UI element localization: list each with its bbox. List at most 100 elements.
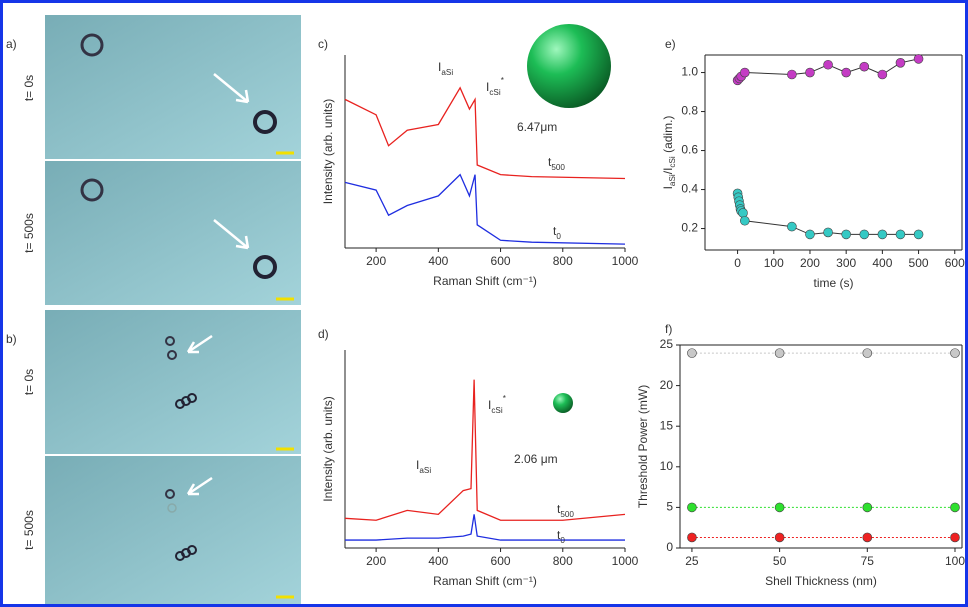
marker <box>950 503 959 512</box>
series-name: t0 <box>557 528 565 545</box>
panel-label: c) <box>318 37 328 51</box>
x-tick-label: 200 <box>366 554 386 568</box>
y-axis-label-part: cSi <box>668 156 677 168</box>
x-tick-label: 800 <box>553 554 573 568</box>
marker <box>863 349 872 358</box>
marker <box>914 230 923 239</box>
annotation: 6.47μm <box>517 120 557 134</box>
marker <box>863 533 872 542</box>
y-axis-label-part: Threshold Power (mW) <box>636 385 650 508</box>
x-axis-label: Raman Shift (cm⁻¹) <box>433 274 537 288</box>
series-name-part: 500 <box>551 163 565 172</box>
y-axis-label: IaSi/IcSi (adim.) <box>661 116 677 190</box>
y-tick-label: 0.4 <box>681 182 698 196</box>
y-axis-label: Intensity (arb. units) <box>321 396 335 501</box>
x-tick-label: 800 <box>553 254 573 268</box>
marker <box>787 70 796 79</box>
marker <box>914 54 923 63</box>
marker <box>739 208 748 217</box>
marker <box>878 70 887 79</box>
y-tick-label: 0.6 <box>681 143 698 157</box>
y-axis-label-part: (adim.) <box>661 116 675 157</box>
y-axis-label: Intensity (arb. units) <box>321 99 335 204</box>
marker <box>824 60 833 69</box>
frame-label: t= 0s <box>22 369 36 395</box>
series-line <box>345 380 625 521</box>
marker <box>824 228 833 237</box>
frame-label: t= 500s <box>22 510 36 550</box>
annotation-part: * <box>503 394 507 403</box>
marker <box>860 62 869 71</box>
marker <box>775 349 784 358</box>
annotation-part: aSi <box>419 466 431 475</box>
series-name: t500 <box>557 502 574 519</box>
y-tick-label: 10 <box>660 459 674 473</box>
marker <box>842 230 851 239</box>
x-tick-label: 600 <box>491 254 511 268</box>
x-tick-label: 1000 <box>612 554 639 568</box>
x-tick-label: 300 <box>836 256 856 270</box>
annotation: IaSi <box>438 60 453 77</box>
x-tick-label: 50 <box>773 554 787 568</box>
x-tick-label: 400 <box>428 254 448 268</box>
annotation: IcSi* <box>486 76 505 97</box>
series-line <box>345 175 625 244</box>
x-tick-label: 100 <box>764 256 784 270</box>
series-name: t500 <box>548 155 565 172</box>
y-tick-label: 5 <box>666 500 673 514</box>
marker <box>687 349 696 358</box>
annotation-part: * <box>501 76 505 85</box>
panel-label: f) <box>665 322 672 336</box>
x-tick-label: 200 <box>800 256 820 270</box>
frame-label: t= 0s <box>22 75 36 101</box>
marker <box>687 503 696 512</box>
annotation: 2.06 μm <box>514 452 558 466</box>
marker <box>860 230 869 239</box>
x-tick-label: 600 <box>945 256 965 270</box>
x-tick-label: 400 <box>428 554 448 568</box>
annotation-part: 2.06 μm <box>514 452 558 466</box>
marker <box>878 230 887 239</box>
y-tick-label: 0.2 <box>681 221 698 235</box>
x-axis-label: time (s) <box>814 276 854 290</box>
annotation: IaSi <box>416 458 431 475</box>
marker <box>787 222 796 231</box>
x-tick-label: 0 <box>734 256 741 270</box>
x-tick-label: 600 <box>491 554 511 568</box>
y-axis-label-part: aSi <box>668 174 677 186</box>
y-tick-label: 0.8 <box>681 104 698 118</box>
x-tick-label: 75 <box>861 554 875 568</box>
figure: a)t= 0st= 500sb)t= 0st= 500sc)2004006008… <box>0 0 968 607</box>
panel-label: e) <box>665 37 676 51</box>
frame-label: t= 500s <box>22 213 36 253</box>
y-tick-label: 20 <box>660 378 674 392</box>
series-name-part: 0 <box>560 536 565 545</box>
series-name: t0 <box>553 224 561 241</box>
panel-label: d) <box>318 327 329 341</box>
marker <box>863 503 872 512</box>
marker <box>740 68 749 77</box>
marker <box>950 349 959 358</box>
annotation-part: cSi <box>491 406 503 415</box>
annotation-part: cSi <box>489 88 501 97</box>
annotation: IcSi* <box>488 394 507 415</box>
x-tick-label: 500 <box>909 256 929 270</box>
x-axis-label: Shell Thickness (nm) <box>765 574 877 588</box>
x-axis-label: Raman Shift (cm⁻¹) <box>433 574 537 588</box>
marker <box>842 68 851 77</box>
y-tick-label: 15 <box>660 418 674 432</box>
panel-label: a) <box>6 37 17 51</box>
x-tick-label: 100 <box>945 554 965 568</box>
series-name-part: 500 <box>560 510 574 519</box>
y-tick-label: 1.0 <box>681 65 698 79</box>
marker <box>775 533 784 542</box>
series-name-part: 0 <box>556 232 561 241</box>
marker <box>805 68 814 77</box>
panel-label: b) <box>6 332 17 346</box>
x-tick-label: 1000 <box>612 254 639 268</box>
y-tick-label: 25 <box>660 337 674 351</box>
y-axis-label-part: /I <box>661 168 675 175</box>
annotation-part: aSi <box>441 68 453 77</box>
x-tick-label: 200 <box>366 254 386 268</box>
marker <box>687 533 696 542</box>
